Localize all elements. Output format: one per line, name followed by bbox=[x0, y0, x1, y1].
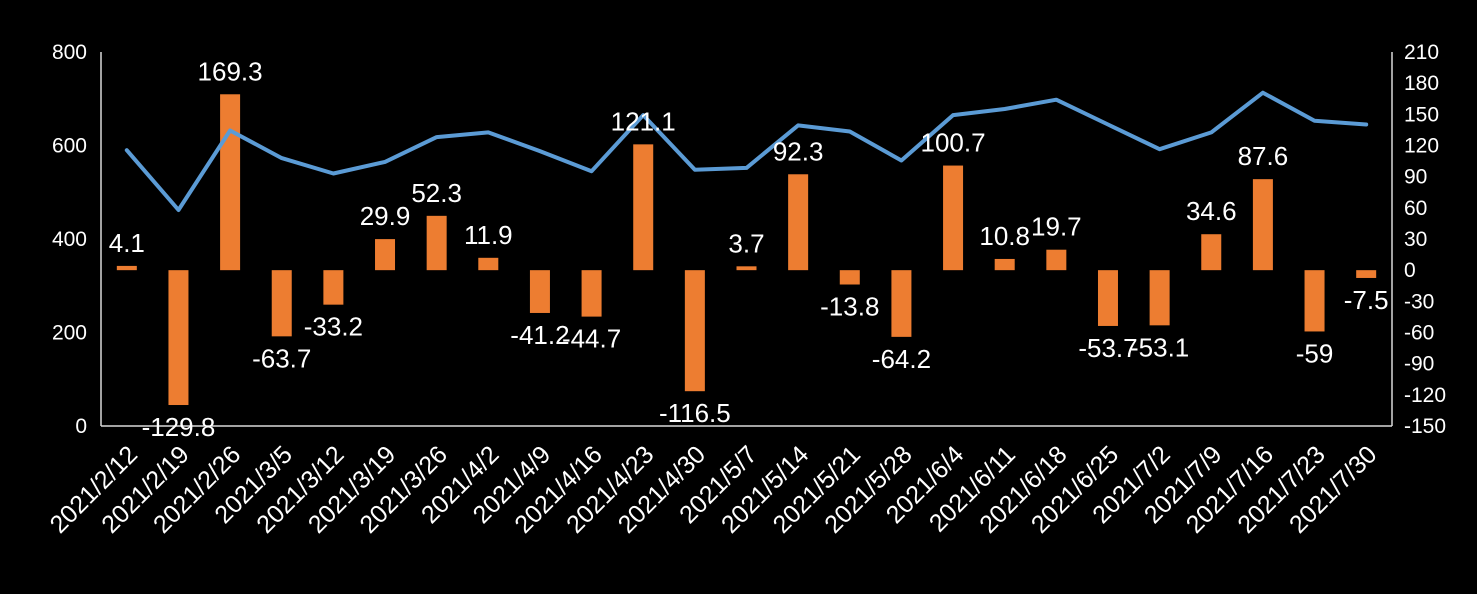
bar-5 bbox=[375, 239, 396, 271]
bar-12 bbox=[736, 266, 757, 271]
right-tick-label: 0 bbox=[1404, 259, 1416, 282]
bar-6 bbox=[426, 215, 447, 271]
bar-data-label: -53.1 bbox=[1130, 332, 1189, 362]
right-tick-label: 210 bbox=[1404, 41, 1439, 64]
right-tick-label: -150 bbox=[1404, 415, 1446, 438]
left-tick-label: 400 bbox=[52, 228, 87, 251]
right-tick-label: 150 bbox=[1404, 103, 1439, 126]
bar-data-label: 87.6 bbox=[1238, 141, 1289, 171]
bar-10 bbox=[633, 144, 654, 271]
bar-data-label: -44.7 bbox=[562, 324, 621, 354]
bar-16 bbox=[943, 165, 964, 271]
bar-15 bbox=[891, 270, 912, 337]
bar-data-label: 19.7 bbox=[1031, 212, 1082, 242]
right-tick-label: -30 bbox=[1404, 290, 1434, 313]
bar-data-label: 29.9 bbox=[360, 201, 411, 231]
bar-data-label: 34.6 bbox=[1186, 196, 1237, 226]
left-tick-label: 200 bbox=[52, 322, 87, 345]
bar-9 bbox=[581, 270, 602, 317]
bar-0 bbox=[116, 265, 137, 271]
bar-data-label: -116.5 bbox=[659, 398, 731, 428]
bar-23 bbox=[1304, 270, 1325, 332]
bar-1 bbox=[168, 270, 189, 406]
right-tick-label: 180 bbox=[1404, 72, 1439, 95]
bar-19 bbox=[1097, 270, 1118, 326]
bar-20 bbox=[1149, 270, 1170, 326]
bar-data-label: 52.3 bbox=[411, 178, 462, 208]
right-tick-label: 120 bbox=[1404, 135, 1439, 158]
bar-2 bbox=[220, 94, 241, 271]
bar-data-label: -64.2 bbox=[872, 344, 931, 374]
bar-8 bbox=[529, 270, 550, 313]
bar-data-label: 11.9 bbox=[464, 220, 513, 250]
right-tick-label: 90 bbox=[1404, 166, 1427, 189]
right-tick-label: -90 bbox=[1404, 353, 1434, 376]
left-tick-label: 600 bbox=[52, 135, 87, 158]
right-tick-label: 30 bbox=[1404, 228, 1427, 251]
bar-17 bbox=[994, 258, 1015, 271]
bar-22 bbox=[1252, 179, 1273, 271]
series-line bbox=[124, 90, 1369, 212]
bar-data-label: 3.7 bbox=[728, 228, 764, 258]
left-tick-label: 800 bbox=[52, 41, 87, 64]
bar-data-label: -7.5 bbox=[1344, 285, 1389, 315]
bar-data-label: -13.8 bbox=[820, 292, 879, 322]
bar-data-label: -53.7 bbox=[1078, 333, 1137, 363]
bar-data-label: 121.1 bbox=[611, 106, 676, 136]
left-tick-label: 0 bbox=[75, 415, 87, 438]
bar-data-label: 10.8 bbox=[979, 221, 1030, 251]
bar-3 bbox=[271, 270, 292, 337]
bar-14 bbox=[839, 270, 860, 285]
bar-13 bbox=[788, 174, 809, 271]
bar-data-label: 92.3 bbox=[773, 136, 824, 166]
bar-data-label: 169.3 bbox=[198, 56, 263, 86]
bar-data-label: -129.8 bbox=[142, 412, 216, 442]
bar-18 bbox=[1046, 249, 1067, 271]
right-tick-label: -60 bbox=[1404, 322, 1434, 345]
bar-data-label: -63.7 bbox=[252, 343, 311, 373]
bar-21 bbox=[1201, 234, 1222, 271]
bar-data-label: -59 bbox=[1296, 338, 1334, 368]
bar-data-label: 4.1 bbox=[109, 228, 145, 258]
bar-4 bbox=[323, 270, 344, 305]
bar-7 bbox=[478, 257, 499, 271]
right-tick-label: -120 bbox=[1404, 384, 1446, 407]
bar-data-label: -41.2 bbox=[510, 320, 569, 350]
bar-data-label: 100.7 bbox=[921, 128, 986, 158]
bar-data-label: -33.2 bbox=[304, 312, 363, 342]
bar-11 bbox=[684, 270, 705, 392]
bar-24 bbox=[1356, 270, 1377, 278]
right-tick-label: 60 bbox=[1404, 197, 1427, 220]
